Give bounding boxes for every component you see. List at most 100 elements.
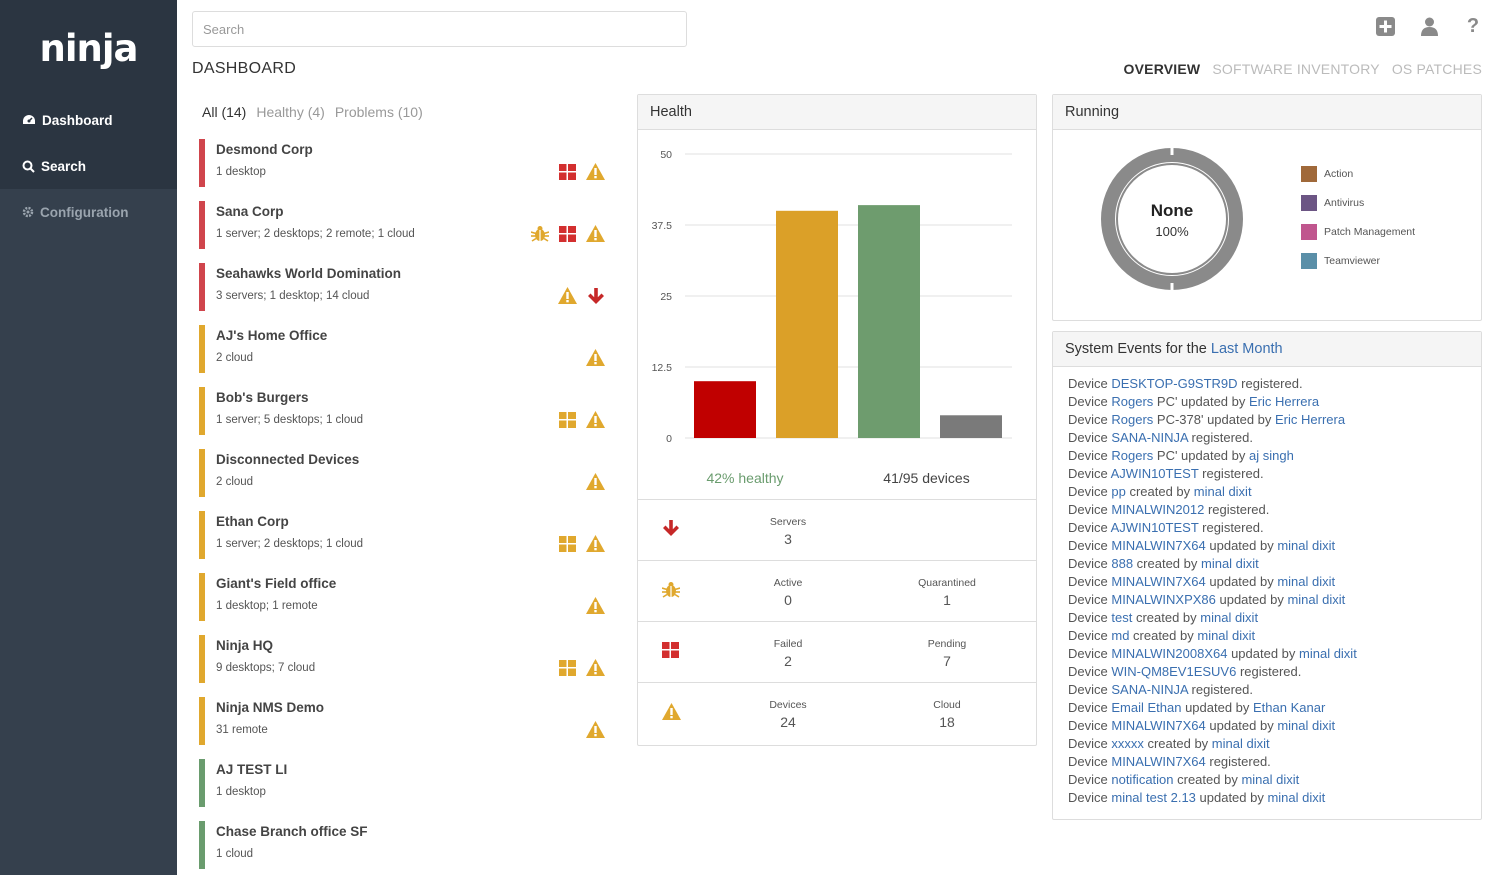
- event-device-link[interactable]: md: [1111, 628, 1130, 643]
- add-icon[interactable]: [1375, 16, 1395, 36]
- event-device-link[interactable]: xxxxx: [1111, 736, 1144, 751]
- bug-icon: [531, 226, 549, 242]
- customer-name[interactable]: Giant's Field office: [216, 576, 337, 591]
- event-action: PC' updated by: [1153, 448, 1249, 463]
- event-device-link[interactable]: test: [1111, 610, 1133, 625]
- sidebar-item-configuration[interactable]: Configuration: [0, 189, 177, 235]
- stat-column[interactable]: Pending 7: [887, 638, 1007, 669]
- tab-os-patches[interactable]: OS PATCHES: [1391, 61, 1482, 77]
- customer-row[interactable]: Ninja NMS Demo 31 remote: [199, 697, 619, 745]
- event-user-link[interactable]: minal dixit: [1267, 790, 1326, 805]
- event-device-link[interactable]: MINALWINXPX86: [1111, 592, 1216, 607]
- help-icon[interactable]: ?: [1466, 14, 1480, 37]
- event-device-link[interactable]: MINALWIN7X64: [1111, 718, 1206, 733]
- stat-column[interactable]: Failed 2: [728, 638, 848, 669]
- event-user-link[interactable]: minal dixit: [1200, 610, 1259, 625]
- event-device-link[interactable]: minal test 2.13: [1111, 790, 1196, 805]
- event-user-link[interactable]: minal dixit: [1201, 556, 1259, 571]
- event-item: Device SANA-NINJA registered.: [1068, 429, 1466, 447]
- event-user-link[interactable]: Eric Herrera: [1249, 394, 1320, 409]
- customer-row[interactable]: Ninja HQ 9 desktops; 7 cloud: [199, 635, 619, 683]
- stat-column[interactable]: Active 0: [728, 577, 848, 608]
- event-user-link[interactable]: Eric Herrera: [1275, 412, 1346, 427]
- events-period-link[interactable]: Last Month: [1210, 341, 1283, 357]
- warning-icon: [586, 659, 605, 676]
- customer-name[interactable]: Seahawks World Domination: [216, 266, 402, 281]
- event-action: updated by: [1181, 700, 1254, 715]
- customer-name[interactable]: Bob's Burgers: [216, 390, 309, 405]
- event-device-link[interactable]: 888: [1111, 556, 1134, 571]
- event-device-link[interactable]: DESKTOP-G9STR9D: [1111, 376, 1238, 391]
- stat-column[interactable]: Quarantined 1: [887, 577, 1007, 608]
- event-user-link[interactable]: minal dixit: [1277, 574, 1336, 589]
- tab-overview[interactable]: OVERVIEW: [1123, 61, 1201, 77]
- event-user-link[interactable]: Ethan Kanar: [1253, 700, 1326, 715]
- event-user-link[interactable]: minal dixit: [1241, 772, 1300, 787]
- event-device-link[interactable]: MINALWIN7X64: [1111, 538, 1206, 553]
- event-device-link[interactable]: Rogers: [1111, 448, 1154, 463]
- sidebar-item-dashboard[interactable]: Dashboard: [0, 97, 177, 143]
- event-device-link[interactable]: Email Ethan: [1111, 700, 1182, 715]
- sidebar-item-search[interactable]: Search: [0, 143, 177, 189]
- event-user-link[interactable]: minal dixit: [1277, 538, 1336, 553]
- event-device-link[interactable]: MINALWIN2012: [1111, 502, 1205, 517]
- event-item: Device MINALWIN2008X64 updated by minal …: [1068, 645, 1466, 663]
- chart-bar[interactable]: [858, 205, 920, 438]
- chart-bar[interactable]: [940, 415, 1002, 438]
- customer-row[interactable]: Ethan Corp 1 server; 2 desktops; 1 cloud: [199, 511, 619, 559]
- user-icon[interactable]: [1419, 16, 1439, 36]
- event-device-link[interactable]: MINALWIN2008X64: [1111, 646, 1228, 661]
- stat-column[interactable]: Devices 24: [728, 699, 848, 730]
- event-device-link[interactable]: WIN-QM8EV1ESUV6: [1111, 664, 1237, 679]
- event-device-link[interactable]: MINALWIN7X64: [1111, 754, 1206, 769]
- customer-row[interactable]: Giant's Field office 1 desktop; 1 remote: [199, 573, 619, 621]
- filter-healthy[interactable]: Healthy (4): [256, 104, 325, 120]
- status-indicator: [199, 263, 205, 311]
- customer-name[interactable]: Desmond Corp: [216, 142, 313, 157]
- event-action: updated by: [1205, 574, 1278, 589]
- stat-column[interactable]: Servers 3: [728, 516, 848, 547]
- customer-row[interactable]: Desmond Corp 1 desktop: [199, 139, 619, 187]
- event-device-link[interactable]: AJWIN10TEST: [1110, 466, 1199, 481]
- event-device-link[interactable]: notification: [1111, 772, 1174, 787]
- customer-name[interactable]: Disconnected Devices: [216, 452, 360, 467]
- event-user-link[interactable]: minal dixit: [1277, 718, 1336, 733]
- customer-name[interactable]: Sana Corp: [216, 204, 284, 219]
- customer-name[interactable]: Chase Branch office SF: [216, 824, 368, 839]
- ninja-logo[interactable]: ninja: [0, 0, 177, 97]
- event-user-link[interactable]: minal dixit: [1299, 646, 1357, 661]
- customer-row[interactable]: Seahawks World Domination 3 servers; 1 de…: [199, 263, 619, 311]
- event-device-link[interactable]: pp: [1111, 484, 1126, 499]
- warning-icon: [586, 225, 605, 242]
- event-user-link[interactable]: minal dixit: [1197, 628, 1256, 643]
- customer-name[interactable]: AJ TEST LI: [216, 762, 288, 777]
- customer-name[interactable]: Ninja NMS Demo: [216, 700, 325, 715]
- customer-name[interactable]: Ninja HQ: [216, 638, 274, 653]
- event-user-link[interactable]: aj singh: [1249, 448, 1294, 463]
- customer-row[interactable]: Bob's Burgers 1 server; 5 desktops; 1 clo…: [199, 387, 619, 435]
- event-device-link[interactable]: AJWIN10TEST: [1110, 520, 1199, 535]
- chart-bar[interactable]: [776, 210, 838, 438]
- customer-row[interactable]: Sana Corp 1 server; 2 desktops; 2 remote;…: [199, 201, 619, 249]
- event-device-link[interactable]: MINALWIN7X64: [1111, 574, 1206, 589]
- event-device-link[interactable]: Rogers: [1111, 394, 1154, 409]
- search-input[interactable]: [192, 11, 687, 47]
- stat-column[interactable]: Cloud 18: [887, 699, 1007, 730]
- customer-row[interactable]: AJ TEST LI 1 desktop: [199, 759, 619, 807]
- customer-row[interactable]: AJ's Home Office 2 cloud: [199, 325, 619, 373]
- filter-all[interactable]: All (14): [202, 104, 247, 120]
- filter-problems[interactable]: Problems (10): [334, 104, 423, 120]
- chart-bar[interactable]: [694, 381, 756, 438]
- event-user-link[interactable]: minal dixit: [1211, 736, 1270, 751]
- customer-row[interactable]: Chase Branch office SF 1 cloud: [199, 821, 619, 869]
- tab-software-inventory[interactable]: SOFTWARE INVENTORY: [1212, 61, 1380, 77]
- event-device-link[interactable]: SANA-NINJA: [1111, 682, 1188, 697]
- customer-name[interactable]: Ethan Corp: [216, 514, 289, 529]
- event-user-link[interactable]: minal dixit: [1287, 592, 1346, 607]
- customer-name[interactable]: AJ's Home Office: [216, 328, 328, 343]
- event-prefix: Device: [1068, 376, 1112, 391]
- event-device-link[interactable]: Rogers: [1111, 412, 1154, 427]
- event-device-link[interactable]: SANA-NINJA: [1111, 430, 1188, 445]
- customer-row[interactable]: Disconnected Devices 2 cloud: [199, 449, 619, 497]
- event-user-link[interactable]: minal dixit: [1193, 484, 1252, 499]
